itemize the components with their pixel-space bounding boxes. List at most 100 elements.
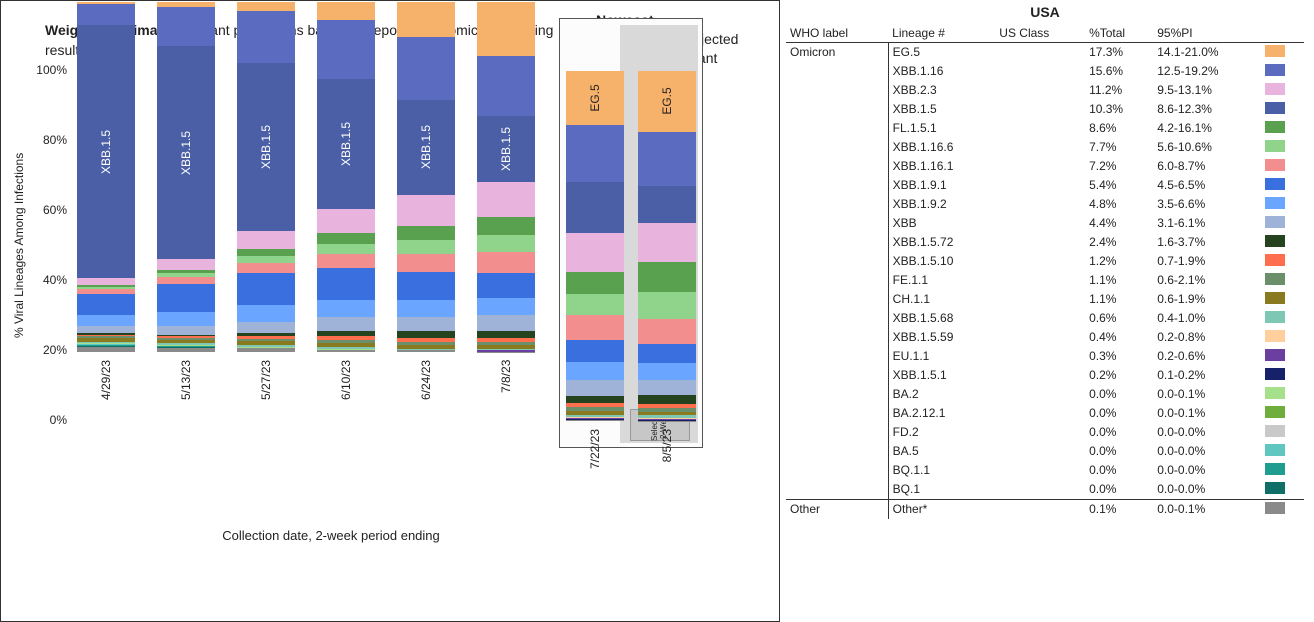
swatch-cell	[1261, 81, 1304, 100]
usclass-cell	[995, 100, 1085, 119]
bar-segment	[317, 268, 375, 300]
swatch-cell	[1261, 176, 1304, 195]
bar-segment	[77, 347, 135, 352]
bar-segment	[77, 289, 135, 294]
pct-cell: 0.1%	[1085, 500, 1153, 520]
swatch-cell	[1261, 404, 1304, 423]
right-title: USA	[786, 4, 1304, 20]
usclass-cell	[995, 214, 1085, 233]
bar-segment	[317, 347, 375, 349]
bar-segment	[317, 254, 375, 268]
bar-segment-label: XBB.1.5	[339, 122, 353, 166]
pi-cell: 0.4-1.0%	[1153, 309, 1260, 328]
bar-segment	[77, 335, 135, 337]
pct-cell: 1.1%	[1085, 271, 1153, 290]
who-label-cell: Other	[786, 500, 888, 520]
color-swatch	[1265, 216, 1285, 228]
pi-cell: 14.1-21.0%	[1153, 43, 1260, 63]
bar-column: XBB.1.56/24/23	[397, 2, 455, 420]
bar-segment	[237, 348, 295, 353]
lineage-cell: BA.5	[888, 442, 995, 461]
color-swatch	[1265, 83, 1285, 95]
pct-cell: 0.0%	[1085, 404, 1153, 423]
bar-segment	[397, 272, 455, 300]
bar-segment	[397, 349, 455, 351]
lineage-cell: XBB.1.5	[888, 100, 995, 119]
y-axis-label: % Viral Lineages Among Infections	[11, 70, 27, 420]
bar-segment	[237, 2, 295, 11]
bar-segment	[566, 418, 624, 419]
legend-header-cell: US Class	[995, 24, 1085, 43]
bar-segment	[77, 333, 135, 335]
lineage-cell: XBB.1.16	[888, 62, 995, 81]
legend-header-cell: WHO label	[786, 24, 888, 43]
bar-segment	[317, 349, 375, 350]
pct-cell: 0.0%	[1085, 480, 1153, 500]
bar-segment	[237, 345, 295, 347]
pi-cell: 0.0-0.0%	[1153, 442, 1260, 461]
bar-segment	[157, 347, 215, 348]
lineage-cell: EU.1.1	[888, 347, 995, 366]
usclass-cell	[995, 423, 1085, 442]
pi-cell: 0.0-0.0%	[1153, 461, 1260, 480]
bar-segment	[477, 182, 535, 217]
bar-segment	[566, 417, 624, 418]
bar-segment	[317, 2, 375, 20]
x-tick-label: 4/29/23	[99, 360, 113, 420]
bar-segment	[157, 346, 215, 347]
left-panel: Weighted Estimates: Variant proportions …	[0, 0, 780, 622]
bar-segment	[77, 346, 135, 347]
bar-segment	[477, 315, 535, 331]
bar-segment	[157, 2, 215, 7]
swatch-cell	[1261, 442, 1304, 461]
pct-cell: 4.8%	[1085, 195, 1153, 214]
legend-header-cell: %Total	[1085, 24, 1153, 43]
usclass-cell	[995, 309, 1085, 328]
bar-segment	[477, 350, 535, 351]
bar-segment	[157, 326, 215, 335]
bar-segment	[397, 345, 455, 349]
bar-segment	[477, 352, 535, 353]
usclass-cell	[995, 480, 1085, 500]
bar-segment	[477, 273, 535, 298]
swatch-cell	[1261, 214, 1304, 233]
lineage-cell: XBB.1.5.1	[888, 366, 995, 385]
bar-segment	[397, 240, 455, 254]
right-panel: USA WHO labelLineage #US Class%Total95%P…	[780, 0, 1314, 622]
bar-column: XBB.1.54/29/23	[77, 2, 135, 420]
bar-segment	[157, 340, 215, 344]
stacked-bar: XBB.1.5	[397, 2, 455, 352]
color-swatch	[1265, 349, 1285, 361]
legend-row: OmicronEG.517.3%14.1-21.0%	[786, 43, 1304, 63]
bar-segment	[566, 396, 624, 403]
swatch-cell	[1261, 157, 1304, 176]
bar-segment	[477, 217, 535, 235]
swatch-cell	[1261, 138, 1304, 157]
bar-segment-label: XBB.1.5	[179, 131, 193, 175]
color-swatch	[1265, 482, 1285, 494]
pct-cell: 0.0%	[1085, 423, 1153, 442]
bar-segment	[566, 125, 624, 182]
bar-segment	[477, 2, 535, 56]
pct-cell: 5.4%	[1085, 176, 1153, 195]
bar-segment	[477, 331, 535, 338]
bar-segment	[77, 343, 135, 344]
bar-segment	[638, 408, 696, 412]
bar-column: XBB.1.56/10/23	[317, 2, 375, 420]
bar-segment	[157, 270, 215, 274]
bar-column: XBB.1.55/27/23	[237, 2, 295, 420]
color-swatch	[1265, 406, 1285, 418]
color-swatch	[1265, 121, 1285, 133]
bar-segment	[237, 273, 295, 305]
usclass-cell	[995, 81, 1085, 100]
pct-cell: 4.4%	[1085, 214, 1153, 233]
bar-segment	[317, 336, 375, 340]
bar-segment-label: XBB.1.5	[259, 125, 273, 169]
pi-cell: 0.0-0.0%	[1153, 423, 1260, 442]
bar-segment	[317, 209, 375, 234]
lineage-cell: EG.5	[888, 43, 995, 63]
pi-cell: 5.6-10.6%	[1153, 138, 1260, 157]
legend-row: OtherOther*0.1%0.0-0.1%	[786, 500, 1304, 520]
bar-segment	[77, 315, 135, 326]
lineage-cell: XBB.1.5.10	[888, 252, 995, 271]
